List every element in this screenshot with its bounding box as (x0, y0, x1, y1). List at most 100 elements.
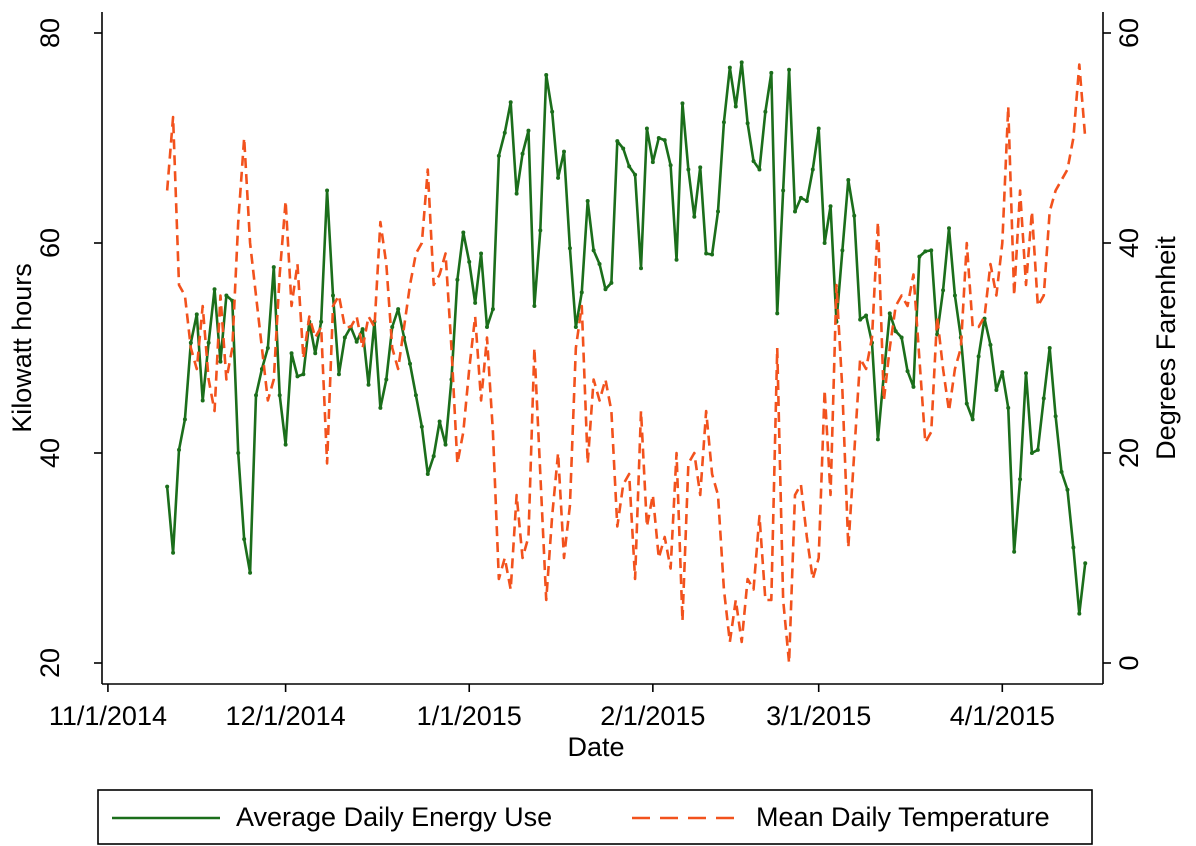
x-tick-label: 11/1/2014 (49, 701, 167, 731)
series-line (165, 61, 1087, 615)
series-marker (822, 241, 827, 245)
series-marker (644, 126, 649, 131)
x-tick-label: 2/1/2015 (600, 701, 705, 731)
series-marker (727, 65, 732, 70)
series-marker (188, 340, 193, 345)
series-marker (1041, 396, 1046, 401)
series-marker (182, 417, 187, 422)
series-marker (502, 130, 507, 135)
series-marker (295, 374, 300, 379)
series-marker (461, 230, 466, 235)
series-marker (804, 199, 809, 203)
series-marker (828, 204, 833, 209)
series-marker (710, 252, 715, 257)
series-marker (905, 369, 910, 374)
series-marker (206, 340, 211, 345)
series-marker (419, 424, 424, 429)
series-marker (650, 160, 655, 165)
series-marker (609, 280, 614, 285)
series-marker (1077, 611, 1082, 616)
series-marker (994, 388, 999, 392)
series-marker (603, 287, 608, 292)
series-marker (200, 398, 205, 403)
series-marker (254, 393, 258, 398)
series-marker (668, 163, 673, 168)
series-marker (680, 101, 685, 106)
x-tick-label: 12/1/2014 (226, 701, 346, 731)
series-marker (692, 214, 697, 219)
series-marker (562, 149, 566, 154)
y2-axis-title: Degrees Farenheit (1151, 236, 1181, 460)
series-marker (579, 290, 584, 295)
series-marker (591, 248, 596, 253)
series-marker (745, 121, 750, 126)
series-marker (751, 159, 756, 164)
series-marker (277, 393, 282, 398)
series-marker (508, 100, 513, 105)
series-marker (988, 342, 993, 347)
series-marker (271, 265, 276, 270)
series-marker (1029, 451, 1034, 455)
series-marker (171, 550, 176, 555)
series-marker (656, 136, 661, 140)
series-marker (875, 437, 880, 442)
series-marker (1006, 405, 1011, 410)
series-marker (858, 317, 863, 322)
series-marker (929, 248, 934, 253)
series-marker (739, 60, 744, 65)
series-marker (378, 405, 383, 410)
series-marker (793, 209, 797, 214)
series-marker (336, 372, 341, 377)
series-marker (496, 153, 501, 158)
series-marker (283, 442, 288, 447)
series-marker (1000, 370, 1005, 375)
series-marker (1024, 371, 1028, 376)
series-marker (899, 335, 904, 340)
legend-label: Average Daily Energy Use (236, 802, 552, 832)
series-marker (165, 484, 170, 489)
series-marker (887, 311, 892, 316)
series-marker (947, 226, 951, 231)
series-marker (798, 195, 803, 200)
series-marker (538, 228, 543, 233)
x-axis-title: Date (567, 732, 624, 762)
series-marker (354, 339, 359, 344)
series-marker (893, 329, 898, 334)
x-tick-label: 3/1/2015 (766, 701, 871, 731)
series-marker (567, 246, 572, 251)
series-marker (573, 325, 578, 329)
series-marker (360, 327, 365, 332)
series-marker (674, 257, 679, 262)
series-marker (757, 167, 762, 172)
series-marker (443, 442, 448, 447)
series-marker (218, 359, 223, 364)
series-marker (242, 537, 247, 542)
series-marker (698, 165, 703, 170)
series-marker (396, 307, 401, 312)
series-marker (224, 293, 229, 298)
y2-tick-label: 20 (1114, 438, 1144, 468)
series-marker (520, 151, 525, 156)
y-tick-label: 20 (35, 648, 65, 678)
series-marker (490, 307, 495, 312)
series-marker (265, 346, 270, 350)
series-marker (1035, 447, 1040, 452)
series-marker (485, 325, 489, 329)
series-marker (550, 109, 555, 114)
series-marker (633, 172, 638, 177)
series-marker (390, 325, 395, 329)
series-marker (775, 311, 780, 316)
series-marker (408, 361, 412, 366)
series-marker (662, 138, 667, 143)
series-marker (289, 351, 294, 356)
series-marker (917, 254, 922, 259)
series-marker (840, 248, 845, 253)
series-marker (342, 335, 347, 340)
y2-tick-label: 60 (1114, 18, 1144, 48)
series-marker (425, 472, 430, 476)
y-tick-label: 60 (35, 228, 65, 258)
series-marker (1071, 545, 1076, 550)
series-marker (532, 304, 537, 308)
series-marker (639, 266, 643, 271)
